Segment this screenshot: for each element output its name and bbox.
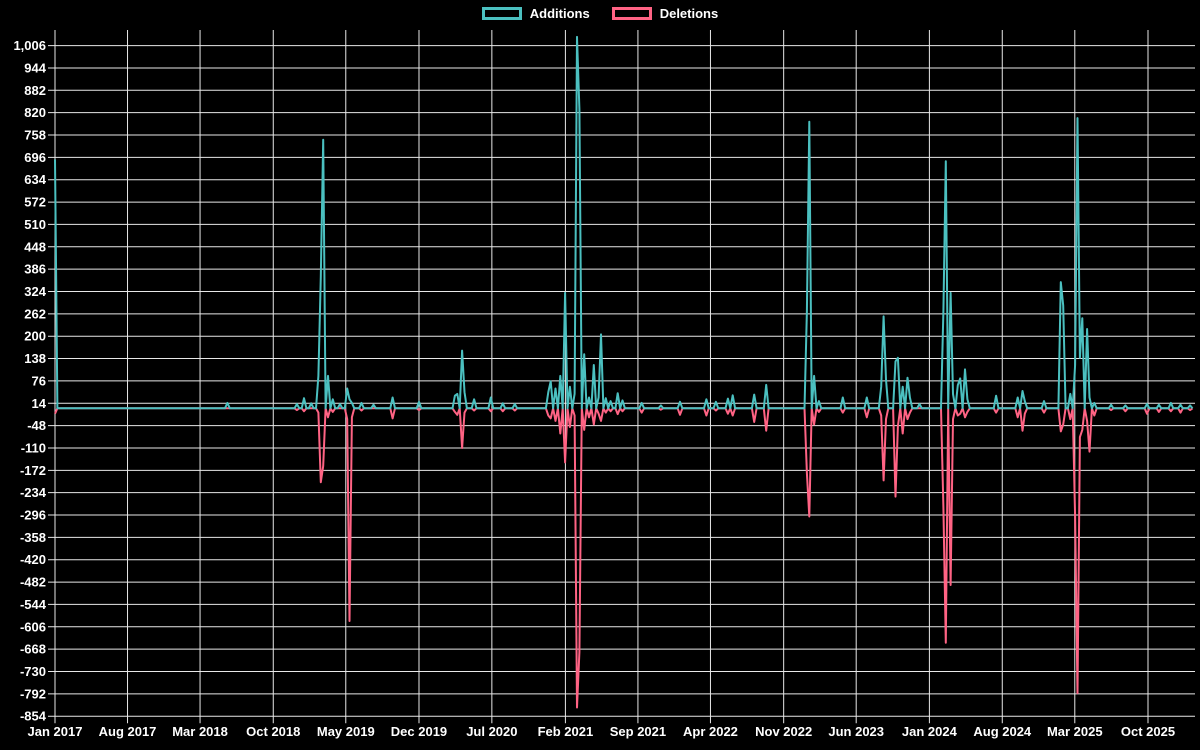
legend-item-additions[interactable]: Additions xyxy=(481,6,590,21)
x-tick-label: Jan 2024 xyxy=(902,724,958,739)
x-tick-label: Jul 2020 xyxy=(466,724,517,739)
deletions-swatch-icon xyxy=(611,7,652,20)
y-tick-label: 944 xyxy=(24,60,46,75)
x-tick-label: May 2019 xyxy=(317,724,375,739)
y-tick-label: 696 xyxy=(24,150,46,165)
y-tick-label: -668 xyxy=(20,642,46,657)
y-tick-label: 386 xyxy=(24,262,46,277)
x-tick-label: Mar 2025 xyxy=(1047,724,1103,739)
additions-swatch-icon xyxy=(481,7,522,20)
y-tick-label: 138 xyxy=(24,351,46,366)
deletions-line xyxy=(54,407,1194,709)
y-tick-label: 1,006 xyxy=(13,38,46,53)
chart-legend: Additions Deletions xyxy=(0,7,1200,20)
y-tick-label: 634 xyxy=(24,172,46,187)
y-tick-label: -358 xyxy=(20,530,46,545)
y-tick-label: -234 xyxy=(20,485,47,500)
x-tick-label: Jan 2017 xyxy=(28,724,83,739)
y-tick-label: 76 xyxy=(32,373,46,388)
y-tick-label: -544 xyxy=(20,597,47,612)
x-tick-label: Feb 2021 xyxy=(538,724,594,739)
y-tick-label: 758 xyxy=(24,128,46,143)
legend-label-deletions: Deletions xyxy=(659,6,719,21)
y-tick-label: -172 xyxy=(20,463,46,478)
y-tick-label: 882 xyxy=(24,83,46,98)
x-tick-label: Aug 2017 xyxy=(99,724,157,739)
x-tick-label: Aug 2024 xyxy=(973,724,1032,739)
y-tick-label: 820 xyxy=(24,105,46,120)
x-tick-label: Dec 2019 xyxy=(391,724,447,739)
x-tick-label: Mar 2018 xyxy=(172,724,228,739)
y-tick-label: -606 xyxy=(20,619,46,634)
y-tick-label: 448 xyxy=(24,239,46,254)
y-tick-label: 262 xyxy=(24,306,46,321)
x-tick-label: Nov 2022 xyxy=(755,724,812,739)
x-tick-label: Oct 2018 xyxy=(246,724,300,739)
y-tick-label: 572 xyxy=(24,195,46,210)
y-tick-label: 200 xyxy=(24,329,46,344)
y-tick-label: -792 xyxy=(20,686,46,701)
y-tick-label: -420 xyxy=(20,552,46,567)
y-tick-label: 510 xyxy=(24,217,46,232)
y-tick-label: 324 xyxy=(24,284,46,299)
y-tick-label: -296 xyxy=(20,508,46,523)
additions-line xyxy=(54,35,1194,410)
legend-label-additions: Additions xyxy=(529,6,590,21)
x-tick-label: Jun 2023 xyxy=(828,724,884,739)
y-tick-label: -48 xyxy=(27,418,46,433)
y-tick-label: -110 xyxy=(21,440,46,455)
y-tick-label: -482 xyxy=(20,575,46,590)
y-tick-label: 14 xyxy=(32,396,47,411)
y-tick-label: -854 xyxy=(20,709,47,724)
x-tick-label: Oct 2025 xyxy=(1121,724,1175,739)
legend-item-deletions[interactable]: Deletions xyxy=(611,6,719,21)
x-tick-label: Apr 2022 xyxy=(683,724,738,739)
x-tick-label: Sep 2021 xyxy=(610,724,666,739)
y-tick-label: -730 xyxy=(20,664,46,679)
